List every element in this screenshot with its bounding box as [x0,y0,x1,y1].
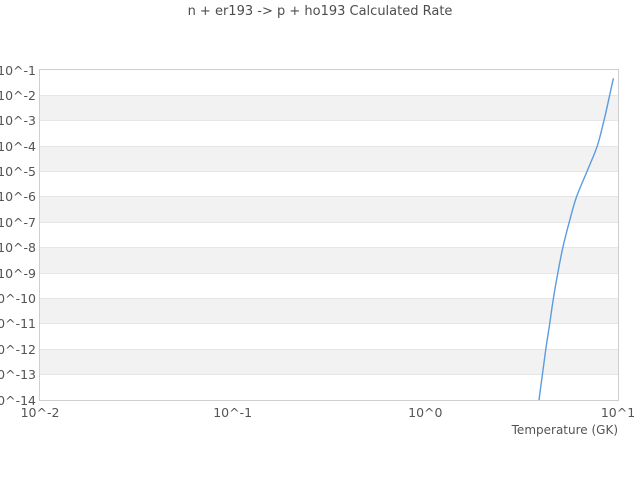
calculated-rate-line [538,78,614,400]
x-axis-title: Temperature (GK) [511,423,618,437]
y-tick-label: 10^-10 [0,290,36,306]
x-tick-label: 10^-1 [213,405,253,420]
y-tick-label: 10^-3 [0,113,36,129]
y-tick-label: 10^-5 [0,164,36,180]
horizontal-gridline [40,348,618,350]
chart-title: n + er193 -> p + ho193 Calculated Rate [187,4,453,19]
y-tick-label: 10^-11 [0,316,36,332]
y-tick-label: 10^-8 [0,240,36,256]
alternating-grid-band [40,95,618,121]
horizontal-gridline [40,171,618,173]
rate-curve [538,78,614,400]
horizontal-gridline [40,94,618,96]
y-tick-label: 10^-13 [0,367,36,383]
y-tick-label: 10^-7 [0,214,36,230]
horizontal-gridline [40,272,618,274]
y-tick-label: 10^-1 [0,62,36,78]
horizontal-gridline [40,374,618,376]
x-tick-label: 10^1 [600,405,636,420]
horizontal-gridline [40,221,618,223]
y-tick-label: 10^-14 [0,392,36,408]
x-tick-label: 10^-2 [20,405,60,420]
horizontal-gridline [40,145,618,147]
y-tick-label: 10^-4 [0,138,36,154]
plot-area [39,69,619,401]
y-tick-label: 10^-12 [0,341,36,357]
horizontal-gridline [40,120,618,122]
y-tick-label: 10^-9 [0,265,36,281]
horizontal-gridline [40,196,618,198]
alternating-grid-band [40,146,618,172]
alternating-grid-band [40,196,618,223]
horizontal-gridline [40,323,618,325]
y-tick-label: 10^-6 [0,189,36,205]
alternating-grid-band [40,349,618,375]
alternating-grid-band [40,247,618,274]
horizontal-gridline [40,247,618,249]
horizontal-gridline [40,297,618,299]
x-tick-label: 10^0 [408,405,443,420]
alternating-grid-band [40,298,618,324]
y-tick-label: 10^-2 [0,87,36,103]
